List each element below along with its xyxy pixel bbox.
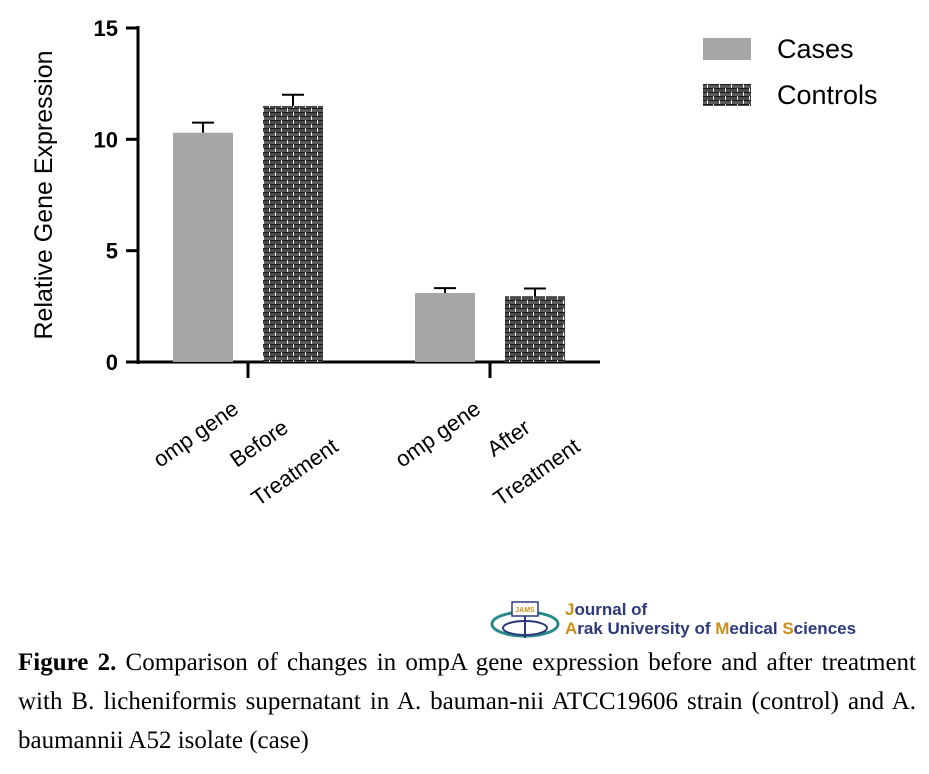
legend-label-cases: Cases (777, 34, 854, 64)
journal-logo-text: JAMS (515, 607, 535, 614)
figure-caption-label: Figure 2. (18, 649, 117, 676)
figure-caption: Figure 2. Comparison of changes in ompA … (18, 643, 916, 760)
chart-bars (173, 105, 565, 362)
y-tick-label: 5 (106, 239, 118, 264)
x-tick-label: omp geneAfterTreatment (390, 361, 584, 544)
y-axis-ticks: 0 5 10 15 (94, 16, 138, 375)
y-axis-label: Relative Gene Expression (30, 50, 58, 339)
journal-logo-icon: JAMS (490, 601, 560, 638)
legend-swatch-controls (703, 84, 751, 106)
x-axis-labels: omp geneBeforeTreatment omp geneAfterTrea… (148, 361, 584, 544)
y-tick-label: 0 (106, 350, 118, 375)
bar-cases-1 (415, 292, 475, 362)
journal-name: Journal of Arak University of Medical Sc… (565, 600, 857, 638)
y-tick-label: 10 (94, 127, 118, 152)
bar-controls-0 (263, 105, 323, 362)
bar-chart: 0 5 10 15 omp geneBeforeTreatment omp geneAf… (30, 16, 878, 544)
x-tick-label: omp geneBeforeTreatment (148, 361, 342, 544)
journal-branding: JAMS Journal of Arak University of Medic… (490, 598, 920, 642)
chart-legend: Cases Controls (703, 34, 878, 110)
legend-swatch-cases (703, 38, 751, 60)
y-tick-label: 15 (94, 16, 118, 41)
chart-error-bars (192, 93, 546, 297)
bar-cases-0 (173, 132, 233, 362)
legend-label-controls: Controls (777, 80, 878, 110)
figure-caption-text: Comparison of changes in ompA gene expre… (18, 649, 916, 754)
bar-controls-1 (505, 296, 565, 362)
